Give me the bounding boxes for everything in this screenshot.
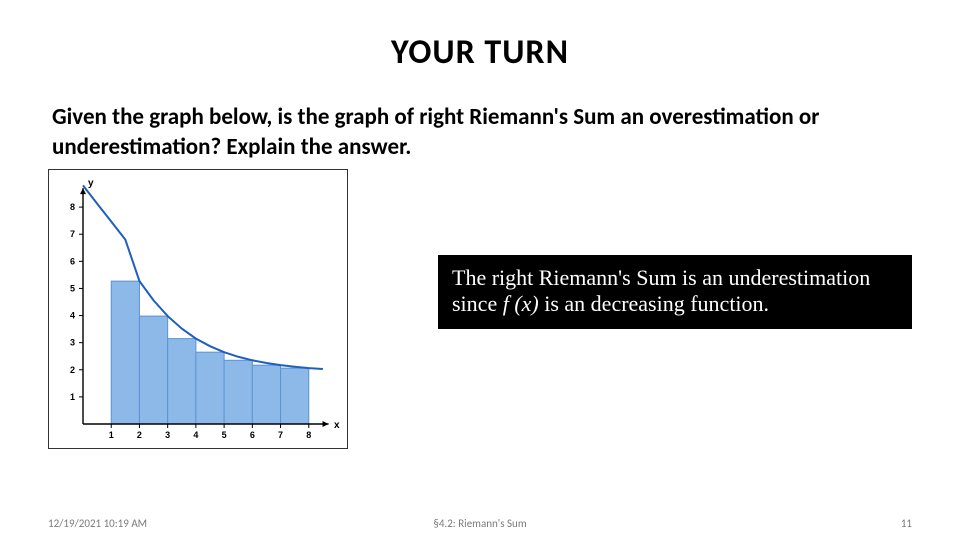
svg-text:4: 4: [193, 430, 198, 440]
chart-svg: 1 2 3 4 5 6 7 8 1 2 3 4 5 6 7 8 x y: [49, 170, 349, 450]
answer-tail: is an decreasing function.: [539, 291, 769, 316]
content-row: 1 2 3 4 5 6 7 8 1 2 3 4 5 6 7 8 x y The right Riemann's S…: [48, 169, 912, 449]
svg-text:3: 3: [165, 430, 170, 440]
answer-prefix: since: [452, 291, 503, 316]
svg-text:6: 6: [70, 256, 75, 266]
footer: 12/19/2021 10:19 AM §4.2: Riemann's Sum …: [0, 517, 960, 530]
svg-text:7: 7: [70, 229, 75, 239]
question-bold: Given the graph below, is the graph of r…: [52, 103, 819, 161]
svg-text:5: 5: [70, 283, 75, 293]
riemann-graph: 1 2 3 4 5 6 7 8 1 2 3 4 5 6 7 8 x y: [48, 169, 348, 449]
svg-text:x: x: [334, 420, 340, 431]
answer-line2: since f (x) is an decreasing function.: [452, 291, 898, 317]
svg-text:4: 4: [70, 310, 75, 320]
answer-line1: The right Riemann's Sum is an underestim…: [452, 265, 898, 291]
svg-text:y: y: [88, 178, 94, 189]
question-tail: Explain the answer.: [221, 133, 411, 161]
svg-text:2: 2: [137, 430, 142, 440]
slide: YOUR TURN Given the graph below, is the …: [0, 0, 960, 540]
footer-section: §4.2: Riemann's Sum: [0, 517, 960, 530]
svg-text:8: 8: [70, 202, 75, 212]
svg-text:6: 6: [250, 430, 255, 440]
svg-text:7: 7: [278, 430, 283, 440]
answer-fx: f (x): [503, 291, 539, 316]
svg-text:8: 8: [306, 430, 311, 440]
question-text: Given the graph below, is the graph of r…: [48, 103, 912, 163]
svg-text:1: 1: [109, 430, 114, 440]
svg-text:2: 2: [70, 365, 75, 375]
answer-box: The right Riemann's Sum is an underestim…: [438, 255, 912, 329]
slide-title: YOUR TURN: [48, 32, 912, 73]
svg-text:3: 3: [70, 337, 75, 347]
svg-text:1: 1: [70, 392, 75, 402]
svg-text:5: 5: [222, 430, 227, 440]
